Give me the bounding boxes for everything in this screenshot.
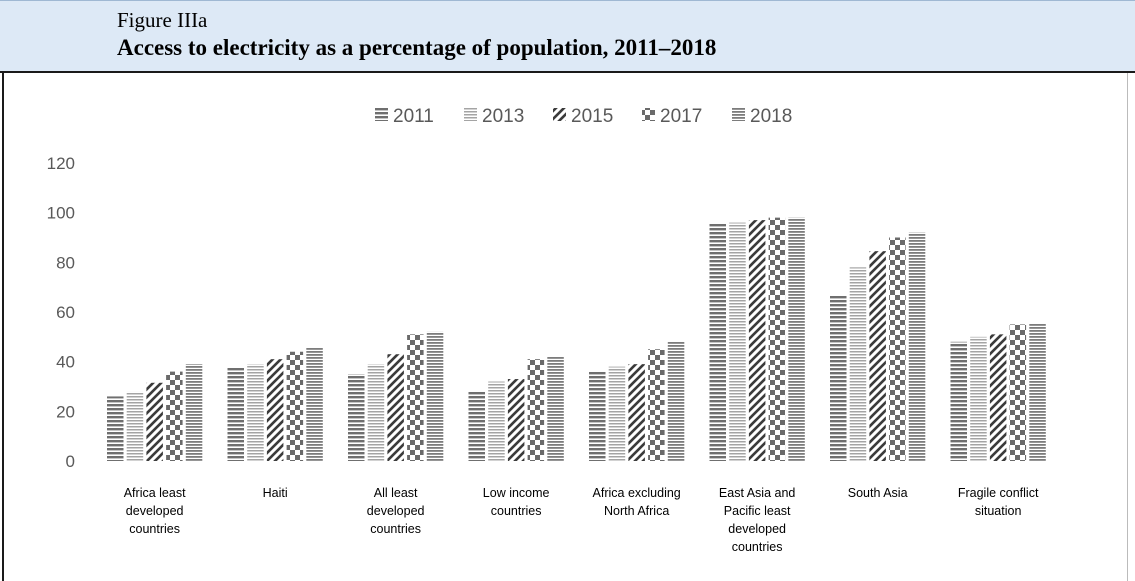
legend-swatch-2013	[464, 108, 477, 121]
bar-2017	[648, 349, 665, 461]
legend-label: 2018	[750, 106, 792, 127]
bar-2018	[788, 217, 805, 461]
right-border	[1127, 73, 1128, 581]
bar-2017	[527, 359, 545, 461]
bar-2011	[589, 371, 606, 461]
figure-label: Figure IIIa	[117, 8, 208, 32]
legend-label: 2011	[393, 106, 434, 127]
x-category-label: All least developed countries	[367, 486, 425, 536]
bar-2018	[908, 232, 926, 461]
bar-2018	[426, 331, 444, 461]
bar-2011	[348, 374, 365, 461]
bar-2017	[407, 334, 424, 461]
x-axis: Africa least developed countries Haiti All l…	[124, 486, 1039, 554]
bar-2011	[227, 366, 244, 461]
bar-2013	[608, 366, 626, 461]
x-category-label: Haiti	[263, 486, 288, 500]
bar-2015	[146, 382, 163, 461]
bar-2013	[849, 267, 867, 461]
y-tick-label: 80	[56, 253, 75, 272]
y-tick-label: 60	[56, 303, 75, 322]
bar-2013	[729, 222, 746, 461]
legend-swatch-2015	[553, 108, 566, 121]
bar-2013	[247, 364, 264, 461]
x-category-label: East Asia and Pacific least developed count…	[719, 486, 795, 554]
bar-2011	[107, 396, 124, 461]
y-tick-label: 0	[66, 452, 75, 471]
bar-2017	[166, 371, 183, 461]
bar-2011	[709, 222, 726, 461]
bar-2017	[286, 351, 304, 461]
y-tick-label: 120	[47, 154, 75, 173]
bar-2013	[126, 391, 144, 461]
bar-2013	[488, 381, 505, 461]
x-category-label: Africa least developed countries	[124, 486, 186, 536]
legend-label: 2013	[482, 106, 524, 127]
bar-2015	[387, 354, 404, 461]
bar-2015	[628, 364, 645, 461]
bar-2018	[306, 348, 323, 461]
bar-2017	[768, 217, 786, 461]
bar-2018	[185, 364, 203, 461]
bars	[107, 217, 1046, 461]
y-axis: 0 20 40 60 80 100 120	[47, 154, 75, 471]
bar-2015	[869, 251, 886, 461]
bar-2013	[970, 336, 987, 461]
bar-2015	[507, 379, 525, 461]
figure-header: Figure IIIa Access to electricity as a p…	[0, 0, 1135, 73]
bar-2017	[1009, 324, 1027, 461]
bar-2011	[950, 341, 967, 461]
x-category-label: Fragile conflict situation	[958, 486, 1039, 518]
x-category-label: Africa excluding North Africa	[593, 486, 681, 518]
legend-swatch-2017	[642, 108, 655, 121]
bar-2011	[830, 294, 847, 461]
y-tick-label: 20	[56, 402, 75, 421]
figure-title: Access to electricity as a percentage of…	[117, 35, 717, 60]
x-category-label: Low income countries	[483, 486, 550, 518]
y-tick-label: 100	[47, 204, 75, 223]
legend-label: 2017	[660, 106, 702, 127]
legend-swatch-2011	[375, 108, 388, 121]
x-category-label: South Asia	[848, 486, 908, 500]
legend: 2011 2013 2015 2017 2018	[375, 106, 792, 127]
bar-2017	[889, 237, 906, 461]
legend-label: 2015	[571, 106, 613, 127]
bar-2011	[468, 391, 485, 461]
bar-2018	[547, 356, 564, 461]
bar-2013	[367, 364, 385, 461]
bar-2018	[1029, 323, 1046, 461]
bar-2015	[748, 220, 766, 461]
bar-2015	[989, 334, 1007, 461]
y-tick-label: 40	[56, 353, 75, 372]
legend-swatch-2018	[732, 108, 745, 121]
bar-2015	[266, 359, 284, 461]
bar-2018	[667, 341, 685, 461]
left-border	[2, 73, 4, 581]
